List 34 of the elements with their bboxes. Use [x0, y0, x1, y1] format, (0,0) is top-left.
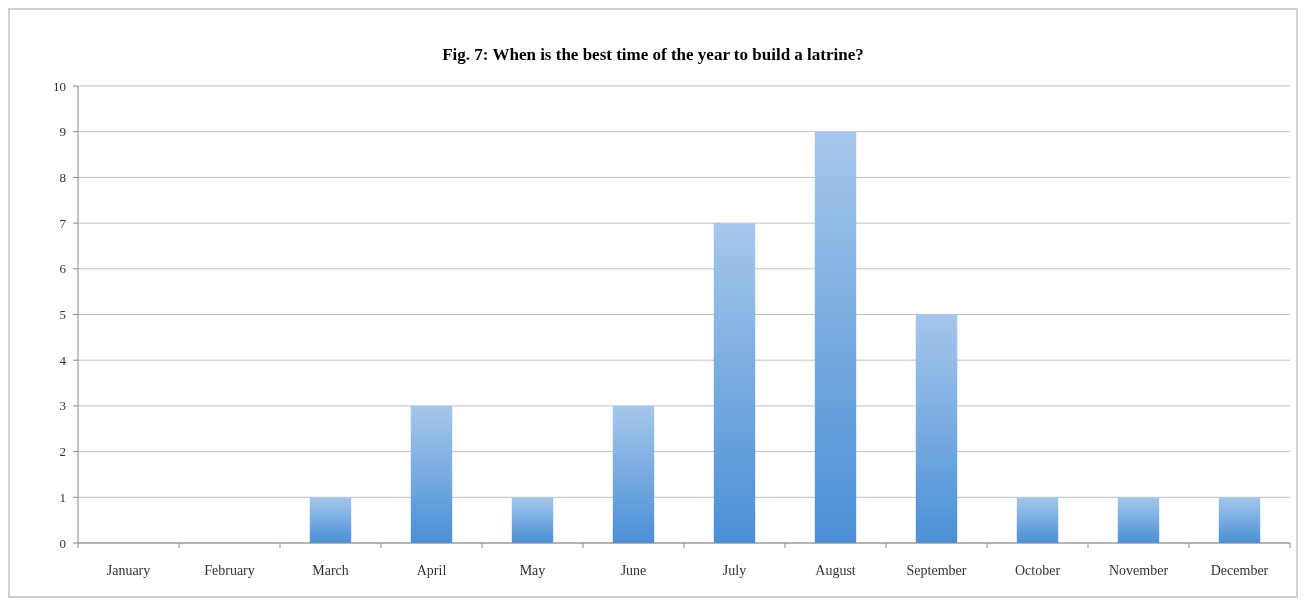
y-tick-label: 4 — [59, 352, 67, 368]
x-tick-label: October — [1014, 563, 1061, 578]
chart-title: Fig. 7: When is the best time of the year to build a latrine? — [442, 45, 864, 64]
bar — [1016, 497, 1059, 543]
x-tick-label: September — [906, 563, 967, 578]
x-tick-label: April — [416, 563, 447, 578]
y-tick-label: 6 — [59, 261, 67, 277]
y-tick-label: 3 — [59, 398, 66, 414]
y-tick-label: 2 — [59, 444, 66, 460]
bar — [915, 314, 958, 543]
y-tick-label: 0 — [59, 535, 66, 551]
y-tick-label: 1 — [59, 489, 66, 505]
x-tick-label: August — [815, 563, 856, 578]
bar — [1117, 497, 1160, 543]
x-tick-label: March — [312, 563, 349, 578]
bar — [612, 405, 655, 543]
y-tick-label: 9 — [59, 124, 66, 140]
y-tick-label: 7 — [59, 215, 67, 231]
bar — [713, 223, 756, 543]
x-tick-label: February — [204, 563, 255, 578]
x-tick-label: May — [519, 563, 546, 578]
bar — [1218, 497, 1261, 543]
bar — [511, 497, 554, 543]
x-tick-label: July — [722, 563, 747, 578]
bar — [309, 497, 352, 543]
y-tick-label: 10 — [53, 78, 66, 94]
x-tick-label: December — [1210, 563, 1269, 578]
y-tick-label: 8 — [59, 169, 66, 185]
x-tick-label: June — [620, 563, 647, 578]
bar — [814, 131, 857, 543]
x-tick-label: November — [1108, 563, 1169, 578]
x-tick-label: January — [106, 563, 151, 578]
bar — [410, 405, 453, 543]
y-tick-label: 5 — [59, 307, 66, 323]
